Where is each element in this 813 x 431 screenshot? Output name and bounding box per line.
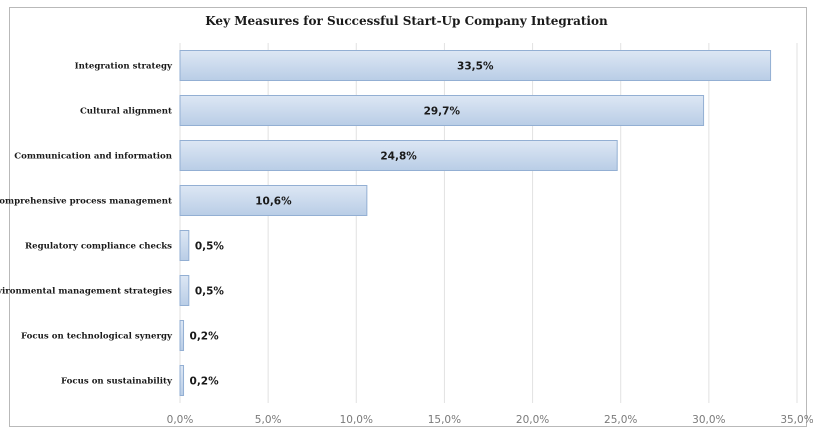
value-label: 33,5% [457,61,494,73]
x-tick-label: 35,0% [780,414,813,426]
x-tick-label: 10,0% [340,414,373,426]
value-label: 10,6% [255,196,292,208]
value-label: 0,5% [195,241,225,253]
x-tick-label: 15,0% [428,414,461,426]
chart-title: Key Measures for Successful Start-Up Com… [205,14,608,28]
category-label: Integration strategy [75,62,173,72]
x-tick-label: 5,0% [255,414,282,426]
category-label: Cultural alignment [80,107,172,117]
value-label: 29,7% [424,106,461,118]
bar [179,185,368,216]
x-tick-label: 25,0% [604,414,637,426]
bar [179,320,185,351]
value-label: 0,5% [195,286,225,298]
bar [179,275,190,306]
value-label: 24,8% [380,151,417,163]
value-label: 0,2% [190,331,220,343]
x-tick-label: 20,0% [516,414,549,426]
category-label: Focus on technological synergy [21,332,173,342]
x-tick-label: 0,0% [167,414,194,426]
category-label: Communication and information [14,152,172,162]
bar [179,365,185,396]
labels: 0,0% 5,0% 10,0% 15,0% 20,0% 25,0% 30,0% 35,0% In… [0,61,813,427]
x-tick-label: 30,0% [692,414,725,426]
category-label: Environmental management strategies [0,287,172,297]
category-label: Regulatory compliance checks [25,242,172,252]
bar [179,230,190,261]
bar [179,50,772,81]
category-label: Focus on sustainability [61,377,173,387]
bar [179,140,618,171]
value-label: 0,2% [190,376,220,388]
bars [179,50,772,396]
bar [179,95,705,126]
category-label: Comprehensive process management [0,197,172,207]
